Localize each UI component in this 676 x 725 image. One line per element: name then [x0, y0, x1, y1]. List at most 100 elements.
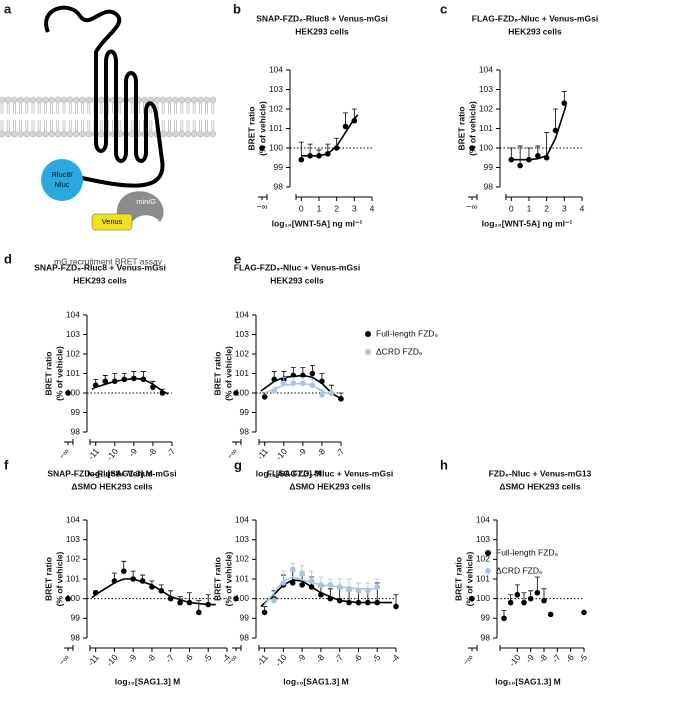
panel-label: a [4, 1, 12, 16]
lipid-head [209, 130, 217, 138]
lipid-head [197, 96, 204, 104]
vehicle-point [259, 145, 265, 151]
y-axis-label: BRET ratio [456, 107, 466, 151]
y-tick-label: 99 [240, 613, 250, 623]
legend-marker [365, 331, 371, 337]
lipid-head [190, 130, 198, 138]
y-tick-label: 103 [479, 84, 493, 94]
fit-curve [91, 377, 169, 395]
lipid-head [184, 96, 192, 104]
lipid-head [35, 96, 43, 104]
x-tick-label: -5 [201, 652, 214, 664]
error-bar [552, 108, 558, 131]
data-point [177, 599, 183, 606]
data-point [547, 611, 554, 618]
x-tick-label: -8 [145, 652, 158, 664]
vehicle-point [65, 595, 71, 602]
y-tick-label: 102 [235, 554, 249, 564]
chart-subtitle: ΔSMO HEK293 cells [289, 481, 371, 491]
x-axis-label: log₁₀[SAG1.3] M [87, 468, 152, 478]
data-point [333, 145, 340, 151]
legend-label: ΔCRD FZD₆ [496, 565, 542, 575]
y-tick-label: 98 [240, 632, 250, 642]
x-tick-label: 1 [317, 203, 322, 213]
luciferase-label: Nluc [54, 180, 69, 189]
y-tick-label: 101 [235, 573, 249, 583]
panel-label: d [4, 251, 12, 266]
y-tick-label: 98 [481, 632, 491, 642]
legend-marker [365, 349, 371, 355]
lipid-head [79, 96, 86, 104]
fit-curve [263, 576, 378, 606]
data-point [319, 378, 325, 385]
data-point [121, 376, 128, 383]
y-tick-label: 100 [479, 142, 493, 152]
y-tick-label: 100 [269, 142, 283, 152]
data-point [261, 394, 268, 400]
lipid-head [17, 96, 24, 104]
data-point [92, 382, 99, 389]
x-tick-label: -6 [182, 652, 195, 664]
x-tick-label: -9 [126, 652, 139, 664]
x-tick-label: -9 [523, 652, 536, 664]
error-bar [544, 132, 550, 158]
chart-title: SNAP-FZD₆-Rluc8 + Venus-mGsi [256, 13, 388, 23]
x-tick-label: -4 [389, 652, 402, 664]
x-tick-label: -8 [146, 446, 159, 458]
lipid-head [190, 96, 198, 104]
panel-label: h [440, 457, 448, 472]
y-tick-label: 99 [274, 162, 284, 172]
x-tick-label: -7 [163, 652, 176, 664]
lipid-head [60, 96, 68, 104]
legend-label: Full-length FZD₆ [496, 547, 558, 557]
y-tick-label: 102 [269, 103, 283, 113]
x-tick-label: -9 [295, 652, 308, 664]
x-tick-label: 0 [509, 203, 514, 213]
data-point [205, 601, 212, 608]
lipid-head [197, 130, 204, 138]
data-point [318, 591, 324, 598]
lipid-head [141, 96, 148, 104]
lipid-head [172, 96, 179, 104]
lipid-head [0, 96, 6, 104]
lipid-head [79, 130, 86, 138]
lipid-head [166, 130, 173, 138]
lipid-head [153, 96, 161, 104]
lipid-head [159, 96, 167, 104]
data-point [131, 375, 137, 382]
data-point [289, 580, 296, 586]
data-point [327, 582, 334, 588]
y-tick-label: 104 [476, 514, 490, 524]
data-point [527, 595, 534, 602]
y-tick-label: 101 [479, 123, 493, 133]
data-point [158, 588, 165, 594]
x-axis-break [468, 645, 501, 651]
data-point [336, 584, 343, 590]
lipid-head [209, 96, 217, 104]
lipid-head [29, 96, 37, 104]
data-point [140, 376, 147, 383]
y-tick-label: 99 [71, 407, 81, 417]
data-point [309, 382, 316, 389]
panel-label: c [440, 1, 447, 16]
y-tick-label: 103 [66, 534, 80, 544]
x-tick-label: -10 [104, 652, 120, 668]
data-point [534, 589, 541, 596]
data-point [299, 570, 305, 576]
data-point [521, 599, 527, 606]
lipid-head [23, 96, 31, 104]
x-tick-label: −∞ [461, 652, 476, 667]
lipid-head [42, 96, 49, 104]
fit-curve [511, 104, 567, 161]
lipid-head [4, 96, 12, 104]
data-point [111, 378, 118, 385]
data-point [393, 603, 399, 610]
chart-subtitle: HEK293 cells [73, 275, 127, 285]
vehicle-point [469, 595, 475, 602]
y-tick-label: 103 [476, 534, 490, 544]
x-tick-label: -10 [104, 446, 120, 462]
data-point [111, 578, 118, 584]
y-tick-label: 102 [476, 554, 490, 564]
venus [91, 213, 133, 231]
data-point [307, 153, 313, 159]
